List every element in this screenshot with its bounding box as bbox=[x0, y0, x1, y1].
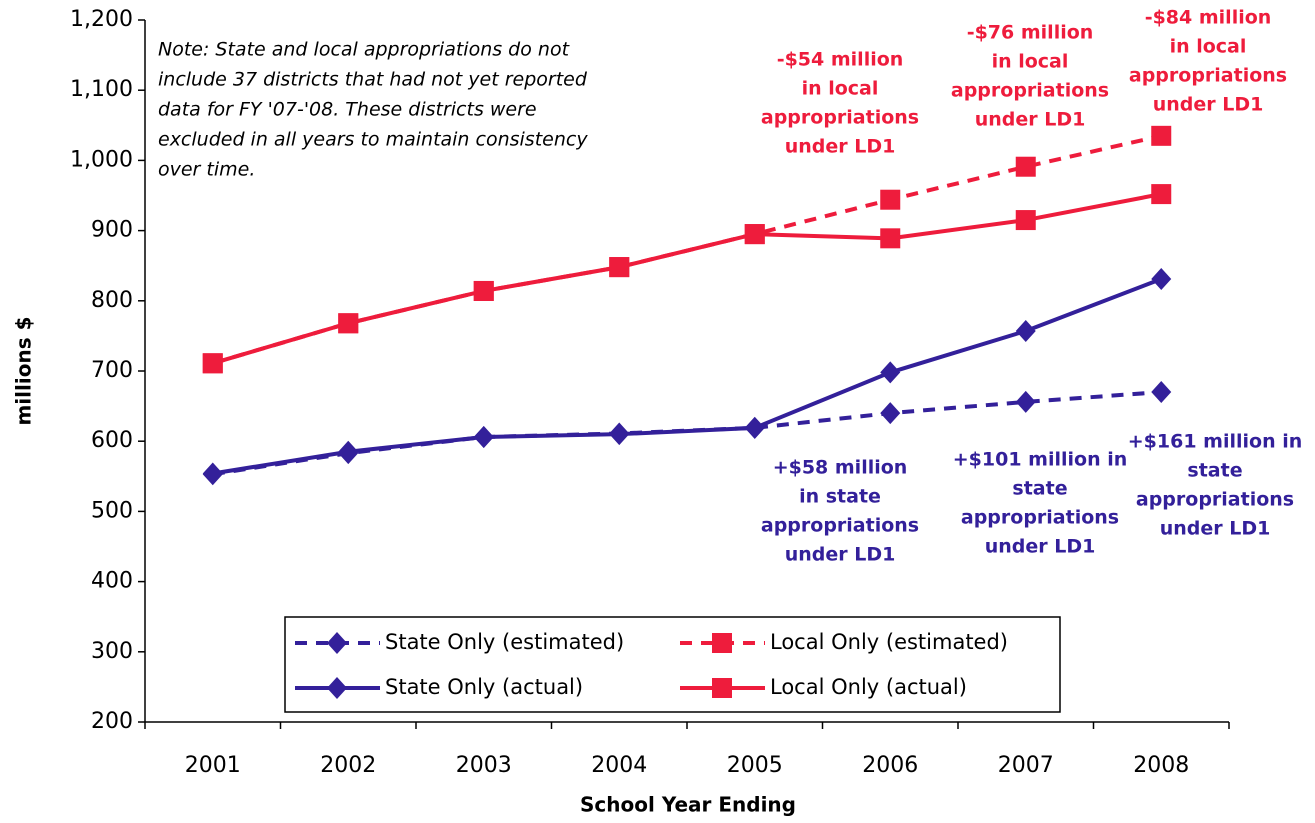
legend-marker bbox=[712, 678, 732, 698]
annotation: +$101 million in bbox=[953, 449, 1128, 471]
marker bbox=[338, 440, 359, 463]
marker bbox=[880, 402, 901, 425]
marker bbox=[1015, 390, 1036, 413]
annotation: -$54 million bbox=[777, 49, 904, 71]
y-tick-label: 500 bbox=[91, 498, 133, 523]
legend-box bbox=[284, 616, 1061, 713]
marker bbox=[202, 462, 223, 485]
annotation: under LD1 bbox=[785, 544, 896, 566]
annotation: in local bbox=[1170, 36, 1247, 58]
y-tick-label: 400 bbox=[91, 569, 133, 594]
x-tick-label: 2007 bbox=[998, 753, 1054, 778]
legend-marker bbox=[327, 632, 347, 654]
x-tick-label: 2004 bbox=[591, 753, 647, 778]
marker bbox=[880, 228, 901, 249]
marker bbox=[1015, 319, 1036, 342]
legend-label: State Only (estimated) bbox=[385, 630, 624, 654]
series-line bbox=[212, 277, 1162, 476]
annotation: appropriations bbox=[961, 507, 1119, 529]
legend-marker bbox=[712, 633, 732, 653]
legend-label: State Only (actual) bbox=[385, 675, 583, 699]
annotation: appropriations bbox=[761, 107, 919, 129]
annotation: -$84 million bbox=[1145, 7, 1272, 29]
y-tick-label: 700 bbox=[91, 358, 133, 383]
annotation: appropriations bbox=[1136, 489, 1294, 511]
x-tick-label: 2001 bbox=[185, 753, 241, 778]
marker bbox=[880, 361, 901, 384]
legend-label: Local Only (actual) bbox=[770, 675, 967, 699]
y-tick-label: 600 bbox=[91, 428, 133, 453]
y-tick-label: 1,100 bbox=[70, 77, 133, 102]
x-tick-label: 2003 bbox=[456, 753, 512, 778]
note-line: over time. bbox=[158, 159, 255, 181]
series-line bbox=[212, 192, 1162, 366]
annotation: in state bbox=[799, 486, 881, 508]
marker bbox=[1151, 125, 1172, 146]
annotation: in local bbox=[802, 78, 879, 100]
annotation: under LD1 bbox=[985, 536, 1096, 558]
annotation: +$58 million bbox=[773, 457, 908, 479]
annotation: state bbox=[1012, 478, 1067, 500]
x-tick-label: 2005 bbox=[727, 753, 783, 778]
marker bbox=[744, 224, 765, 245]
y-tick-label: 800 bbox=[91, 288, 133, 313]
marker bbox=[202, 353, 223, 374]
y-tick-label: 1,200 bbox=[70, 7, 133, 32]
marker bbox=[1151, 381, 1172, 404]
marker bbox=[609, 423, 630, 446]
marker bbox=[473, 280, 494, 301]
annotation: -$76 million bbox=[967, 22, 1094, 44]
annotation: in local bbox=[992, 51, 1069, 73]
marker bbox=[1015, 156, 1036, 177]
annotation: under LD1 bbox=[975, 109, 1086, 131]
annotation: appropriations bbox=[1129, 65, 1287, 87]
marker bbox=[880, 189, 901, 210]
y-axis-label: millions $ bbox=[12, 316, 36, 425]
y-tick-label: 200 bbox=[91, 709, 133, 734]
y-tick-label: 900 bbox=[91, 218, 133, 243]
annotation: state bbox=[1187, 460, 1242, 482]
marker bbox=[609, 257, 630, 278]
marker bbox=[1015, 210, 1036, 231]
y-tick-label: 1,000 bbox=[70, 147, 133, 172]
note-line: excluded in all years to maintain consis… bbox=[158, 129, 588, 151]
note-line: data for FY '07-'08. These districts wer… bbox=[158, 99, 537, 121]
note-line: include 37 districts that had not yet re… bbox=[158, 69, 588, 91]
annotation: under LD1 bbox=[785, 136, 896, 158]
legend-label: Local Only (estimated) bbox=[770, 630, 1008, 654]
annotation: +$161 million in bbox=[1128, 431, 1303, 453]
marker bbox=[473, 425, 494, 448]
annotation: under LD1 bbox=[1160, 518, 1271, 540]
x-tick-label: 2006 bbox=[862, 753, 918, 778]
note-line: Note: State and local appropriations do … bbox=[158, 39, 571, 61]
annotation: appropriations bbox=[761, 515, 919, 537]
marker bbox=[1151, 268, 1172, 291]
legend-marker bbox=[327, 677, 347, 699]
annotation: appropriations bbox=[951, 80, 1109, 102]
marker bbox=[744, 416, 765, 439]
marker bbox=[338, 313, 359, 334]
y-tick-label: 300 bbox=[91, 639, 133, 664]
x-axis-label: School Year Ending bbox=[580, 793, 796, 817]
x-tick-label: 2002 bbox=[320, 753, 376, 778]
annotation: under LD1 bbox=[1153, 94, 1264, 116]
x-tick-label: 2008 bbox=[1133, 753, 1189, 778]
marker bbox=[1151, 184, 1172, 205]
